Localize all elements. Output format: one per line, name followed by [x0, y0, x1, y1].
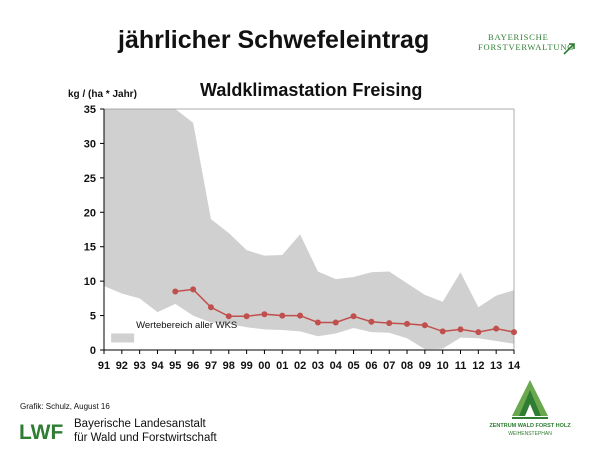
series-point	[297, 312, 304, 319]
y-tick-label: 10	[84, 276, 96, 288]
series-point	[511, 329, 517, 336]
x-tick-label: 99	[240, 360, 252, 372]
bayerische-forstverwaltung-logo: BAYERISCHE FORSTVERWALTUNG	[478, 32, 578, 58]
x-tick-label: 10	[437, 360, 449, 372]
zentrum-line-2: WEIHENSTEPHAN	[508, 431, 552, 437]
chart-title: Waldklimastation Freising	[200, 80, 423, 100]
y-tick-label: 0	[90, 345, 96, 357]
x-tick-label: 08	[401, 360, 413, 372]
x-tick-label: 02	[294, 360, 306, 372]
y-tick-label: 35	[84, 104, 96, 116]
series-point	[314, 319, 321, 326]
x-tick-label: 11	[455, 360, 467, 372]
x-tick-label: 96	[187, 360, 199, 372]
range-band	[104, 109, 514, 350]
legend-layer: Wertebereich aller WKS	[111, 320, 237, 343]
legend-label-range: Wertebereich aller WKS	[136, 320, 237, 331]
series-point	[261, 311, 268, 318]
x-tick-label: 97	[205, 360, 217, 372]
brand-line-2: FORSTVERWALTUNG	[478, 42, 575, 52]
x-tick-label: 03	[312, 360, 324, 372]
legend-swatch-range	[111, 333, 135, 343]
x-tick-label: 91	[98, 360, 110, 372]
x-tick-label: 13	[490, 360, 502, 372]
series-layer	[172, 286, 517, 336]
series-point	[225, 313, 232, 320]
y-tick-label: 30	[84, 138, 96, 150]
x-tick-label: 05	[347, 360, 359, 372]
y-tick-label: 15	[84, 242, 96, 254]
lwf-logo: LWF	[18, 420, 70, 442]
x-tick-label: 12	[472, 360, 484, 372]
x-tick-label: 98	[223, 360, 235, 372]
x-tick-label: 09	[419, 360, 431, 372]
series-point	[207, 304, 214, 311]
y-tick-label: 20	[84, 207, 96, 219]
series-point	[439, 328, 446, 335]
x-tick-label: 94	[151, 360, 164, 372]
x-tick-label: 06	[365, 360, 377, 372]
y-tick-label: 5	[90, 311, 96, 323]
x-tick-label: 95	[169, 360, 181, 372]
series-point	[172, 288, 179, 295]
series-point	[421, 322, 428, 329]
y-tick-label: 25	[84, 173, 96, 185]
x-tick-label: 14	[508, 360, 521, 372]
brand-arrow-icon	[563, 43, 575, 55]
series-point	[386, 320, 393, 327]
brand-line-1: BAYERISCHE	[488, 32, 549, 42]
lwf-name-line-1: Bayerische Landesanstalt	[74, 418, 206, 430]
series-point	[368, 318, 375, 325]
x-tick-label: 93	[134, 360, 146, 372]
series-point	[404, 320, 411, 327]
series-point	[475, 329, 482, 336]
x-tick-label: 04	[330, 360, 343, 372]
x-tick-label: 00	[258, 360, 270, 372]
series-point	[279, 312, 286, 319]
lwf-logo-text: LWF	[19, 421, 63, 442]
series-point	[243, 313, 250, 320]
x-tick-label: 07	[383, 360, 395, 372]
lwf-name-line-2: für Wald und Forstwirtschaft	[74, 431, 217, 444]
y-axis-unit-label: kg / (ha * Jahr)	[68, 89, 137, 100]
series-point	[493, 325, 500, 332]
range-band-layer	[104, 109, 514, 350]
zentrum-wald-forst-holz-logo: ZENTRUM WALD FORST HOLZ WEIHENSTEPHAN	[480, 378, 580, 440]
slide-title: jährlicher Schwefeleintrag	[118, 26, 430, 54]
tree-logo-icon	[512, 380, 548, 419]
series-point	[457, 326, 464, 333]
series-point	[190, 286, 197, 293]
series-point	[332, 319, 339, 326]
graphic-credit: Grafik: Schulz, August 16	[20, 402, 110, 411]
x-tick-label: 01	[276, 360, 288, 372]
lwf-name: Bayerische Landesanstalt für Wald und Fo…	[74, 418, 217, 445]
series-point	[350, 313, 357, 320]
x-tick-label: 92	[116, 360, 128, 372]
zentrum-line-1: ZENTRUM WALD FORST HOLZ	[489, 423, 571, 429]
